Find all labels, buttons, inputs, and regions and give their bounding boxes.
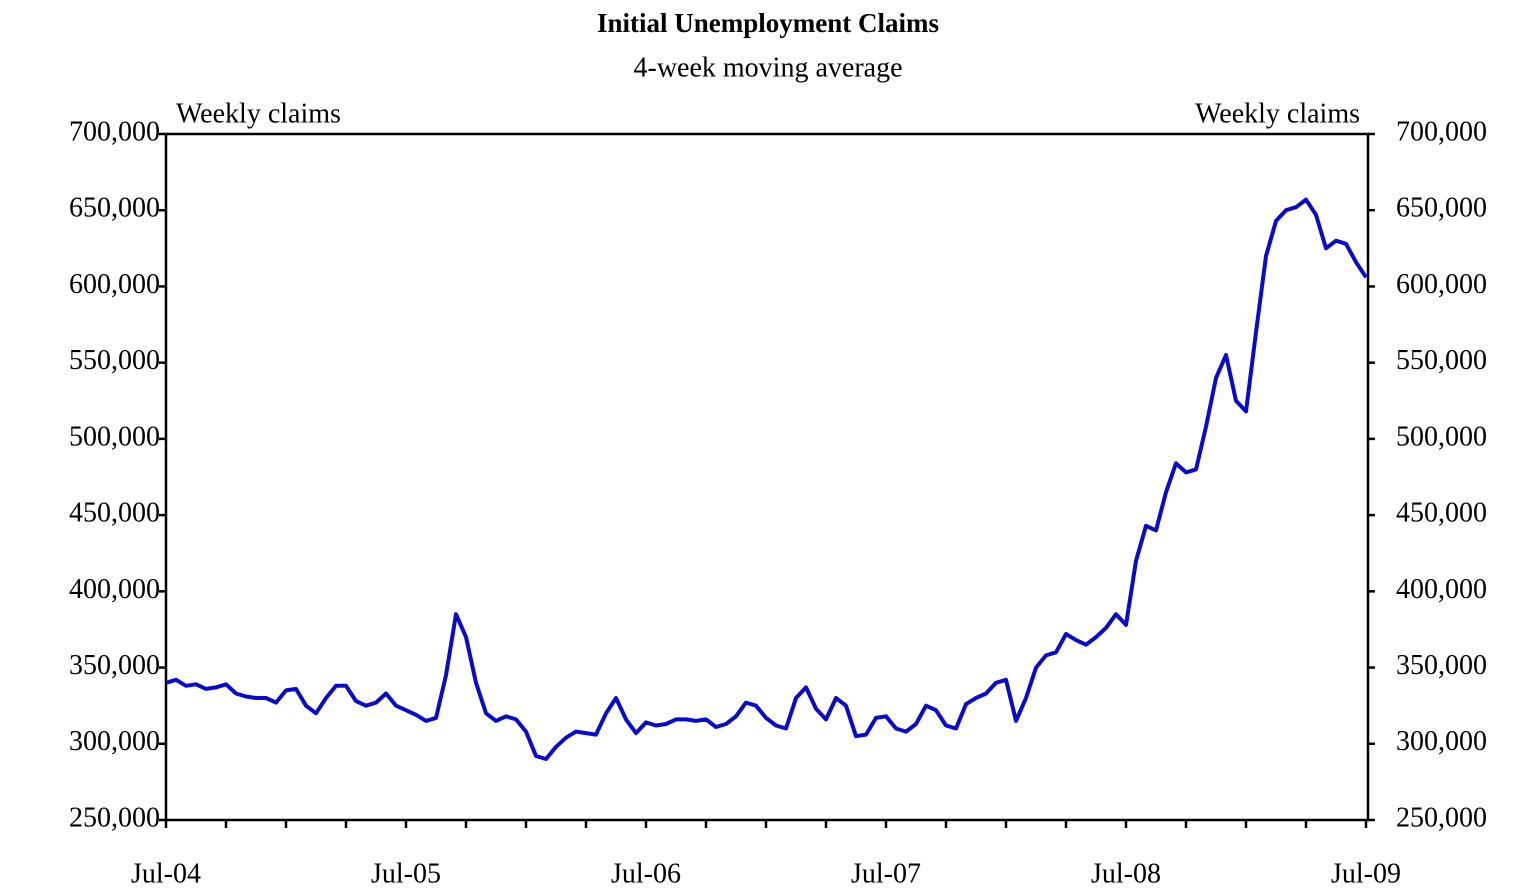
y-tick-label: 350,000: [69, 650, 160, 681]
x-tick-label: Jul-07: [851, 858, 921, 889]
x-tick-label: Jul-04: [131, 858, 201, 889]
x-tick-label: Jul-08: [1091, 858, 1161, 889]
y2-tick-label: 450,000: [1396, 498, 1487, 529]
y2-tick-label: 650,000: [1396, 193, 1487, 224]
data-line: [165, 197, 1368, 761]
y2-tick-label: 700,000: [1396, 116, 1487, 147]
y-tick-label: 600,000: [69, 269, 160, 300]
y-tick-label: 700,000: [69, 116, 160, 147]
y-tick-label: 450,000: [69, 498, 160, 529]
y2-axis-label: Weekly claims: [1195, 98, 1360, 129]
y2-tick-label: 500,000: [1396, 421, 1487, 452]
y2-tick-label: 550,000: [1396, 345, 1487, 376]
y-tick-label: 500,000: [69, 421, 160, 452]
y2-tick-label: 400,000: [1396, 574, 1487, 605]
y-tick-label: 300,000: [69, 726, 160, 757]
x-tick-label: Jul-05: [371, 858, 441, 889]
y-tick-label: 400,000: [69, 574, 160, 605]
x-tick-label: Jul-06: [611, 858, 681, 889]
y2-tick-label: 300,000: [1396, 726, 1487, 757]
y-axis-label: Weekly claims: [176, 98, 341, 129]
y2-tick-label: 600,000: [1396, 269, 1487, 300]
y-tick-label: 250,000: [69, 802, 160, 833]
x-tick-label: Jul-09: [1331, 858, 1401, 889]
y-tick-label: 650,000: [69, 193, 160, 224]
chart-subtitle: 4-week moving average: [634, 52, 903, 83]
chart-title: Initial Unemployment Claims: [597, 8, 939, 38]
y-tick-label: 550,000: [69, 345, 160, 376]
y2-tick-label: 350,000: [1396, 650, 1487, 681]
y2-tick-label: 250,000: [1396, 802, 1487, 833]
